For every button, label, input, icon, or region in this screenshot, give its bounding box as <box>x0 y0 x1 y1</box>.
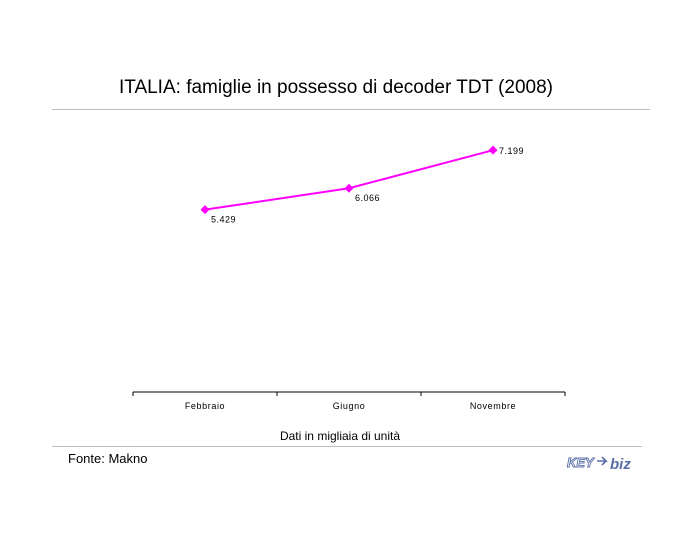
x-tick-label: Novembre <box>470 401 516 411</box>
logo-text-left: KEY <box>567 455 595 470</box>
keybiz-logo: KEY biz <box>567 455 632 473</box>
top-divider <box>52 109 650 110</box>
data-point <box>344 183 354 193</box>
data-label: 5.429 <box>211 215 236 225</box>
data-point <box>200 205 210 215</box>
chart-title: ITALIA: famiglie in possesso di decoder … <box>118 77 554 98</box>
data-label: 6.066 <box>355 193 380 203</box>
x-tick-label: Febbraio <box>185 401 225 411</box>
bottom-divider <box>52 446 642 447</box>
logo-arrow-icon <box>597 456 608 466</box>
units-note: Dati in migliaia di unità <box>279 429 401 443</box>
series-line <box>204 149 494 211</box>
data-point <box>488 145 498 155</box>
data-label: 7.199 <box>499 146 524 156</box>
logo-text-right: biz <box>610 456 631 473</box>
x-tick-label: Giugno <box>333 401 366 411</box>
source-text: Fonte: Makno <box>68 451 148 466</box>
